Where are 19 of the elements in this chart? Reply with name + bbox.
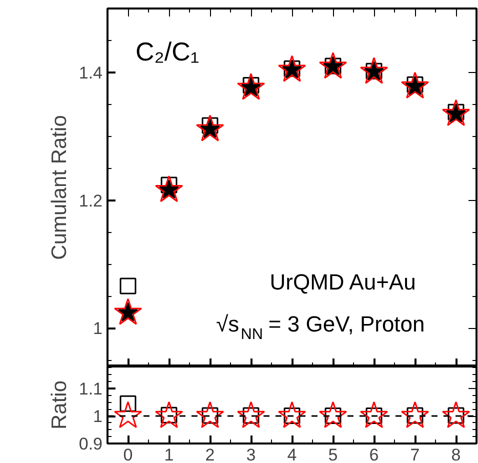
x-tick-label: 8: [451, 446, 461, 463]
x-tick-label: 5: [328, 446, 338, 463]
y-tick-label: 0.9: [78, 434, 103, 454]
annotation: UrQMD Au+Au: [270, 270, 416, 294]
y-tick-label: 1.2: [78, 191, 103, 210]
x-tick-label: 3: [246, 446, 256, 463]
annotation: C₂/C₁: [136, 36, 200, 66]
y-tick-label: 1.1: [78, 380, 103, 398]
x-tick-label: 1: [164, 446, 174, 463]
x-tick-label: 6: [369, 446, 379, 463]
y-axis-title: Ratio: [48, 380, 71, 430]
x-tick-label: 4: [287, 446, 297, 463]
y-tick-label: 1: [93, 319, 103, 338]
y-axis-title: Cumulant Ratio: [48, 115, 71, 260]
x-tick-label: 0: [123, 446, 133, 463]
x-tick-label: 2: [205, 446, 215, 463]
y-tick-label: 1.4: [78, 63, 103, 82]
x-tick-label: 7: [410, 446, 420, 463]
y-tick-label: 1: [93, 407, 103, 426]
